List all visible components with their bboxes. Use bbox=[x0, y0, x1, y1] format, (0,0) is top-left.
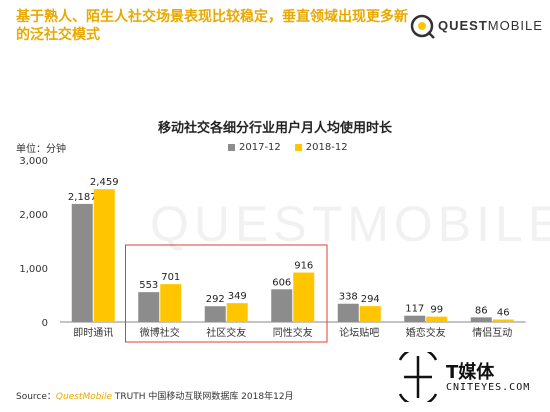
tmt-name: T媒体 bbox=[446, 362, 495, 383]
legend-label-2017: 2017-12 bbox=[239, 142, 281, 153]
data-label: 916 bbox=[294, 261, 313, 272]
bar-2017-12-婚恋交友 bbox=[404, 315, 426, 322]
x-tick-label: 即时通讯 bbox=[73, 327, 113, 339]
y-tick-label: 1,000 bbox=[19, 264, 48, 275]
tmt-emblem-icon bbox=[398, 352, 438, 402]
x-tick-label: 婚恋交友 bbox=[406, 326, 446, 339]
highlight-box bbox=[125, 244, 328, 343]
data-label: 2,459 bbox=[90, 177, 119, 188]
logo-q-icon bbox=[410, 14, 435, 39]
header-title: 基于熟人、陌生人社交场景表现比较稳定，垂直领域出现更多新的泛社交模式 bbox=[16, 9, 408, 43]
source-note: Source：QuestMobile TRUTH 中国移动互联网数据库 2018… bbox=[16, 389, 294, 402]
bar-2017-12-即时通讯 bbox=[71, 203, 93, 322]
source-text: TRUTH 中国移动互联网数据库 2018年12月 bbox=[112, 392, 294, 402]
bar-2018-12-情侣互动 bbox=[492, 319, 514, 322]
y-tick-label: 2,000 bbox=[19, 210, 48, 221]
logo-brand-bold: QUEST bbox=[438, 18, 488, 33]
legend-item-2017: 2017-12 bbox=[228, 142, 281, 153]
tmt-url: CNITEYES.COM bbox=[446, 382, 531, 393]
data-label: 86 bbox=[475, 305, 488, 316]
bar-2018-12-论坛贴吧 bbox=[359, 306, 381, 322]
legend-swatch-2017 bbox=[228, 144, 235, 151]
bar-2017-12-情侣互动 bbox=[470, 317, 492, 322]
y-tick-label: 3,000 bbox=[19, 156, 48, 167]
data-label: 553 bbox=[139, 280, 158, 291]
chart-title: 移动社交各细分行业用户月人均使用时长 bbox=[157, 121, 392, 136]
data-label: 117 bbox=[405, 304, 424, 315]
legend-item-2018: 2018-12 bbox=[294, 142, 348, 153]
data-label: 606 bbox=[272, 277, 291, 288]
data-label: 46 bbox=[497, 308, 510, 319]
source-brand: QuestMobile bbox=[55, 392, 112, 402]
data-label: 701 bbox=[161, 272, 180, 283]
x-tick-label: 情侣互动 bbox=[472, 326, 512, 339]
bar-2018-12-微博社交 bbox=[160, 284, 182, 322]
watermark: QUESTMOBILE bbox=[150, 196, 550, 252]
y-tick-label: 0 bbox=[42, 318, 48, 329]
logo-text: QUESTMOBILE bbox=[438, 18, 543, 33]
bar-2018-12-即时通讯 bbox=[93, 189, 115, 322]
bar-2018-12-社区交友 bbox=[226, 303, 248, 322]
x-tick-label: 论坛贴吧 bbox=[339, 326, 379, 339]
data-label: 99 bbox=[430, 305, 443, 316]
x-tick-label: 微博社交 bbox=[140, 326, 180, 339]
chart-legend: 2017-12 2018-12 bbox=[228, 142, 348, 153]
legend-label-2018: 2018-12 bbox=[305, 142, 348, 153]
bar-2017-12-社区交友 bbox=[204, 306, 226, 322]
data-label: 338 bbox=[339, 292, 358, 303]
data-label: 294 bbox=[361, 294, 380, 305]
logo-brand-light: MOBILE bbox=[487, 18, 543, 33]
bar-2017-12-同性交友 bbox=[271, 289, 293, 322]
bar-2017-12-微博社交 bbox=[138, 292, 160, 322]
data-label: 292 bbox=[206, 294, 225, 305]
source-label: Source： bbox=[16, 392, 56, 402]
x-tick-label: 社区交友 bbox=[206, 326, 246, 339]
legend-swatch-2018 bbox=[294, 144, 302, 151]
data-label: 349 bbox=[228, 291, 247, 302]
bar-2017-12-论坛贴吧 bbox=[337, 303, 359, 322]
data-label: 2,187 bbox=[68, 192, 97, 203]
bar-2018-12-同性交友 bbox=[293, 272, 315, 322]
bar-2018-12-婚恋交友 bbox=[426, 316, 448, 322]
unit-label: 单位：分钟 bbox=[16, 144, 66, 155]
x-tick-label: 同性交友 bbox=[273, 326, 313, 339]
tmt-logo: T媒体 CNITEYES.COM bbox=[396, 352, 546, 404]
questmobile-logo: QUESTMOBILE bbox=[410, 10, 543, 44]
